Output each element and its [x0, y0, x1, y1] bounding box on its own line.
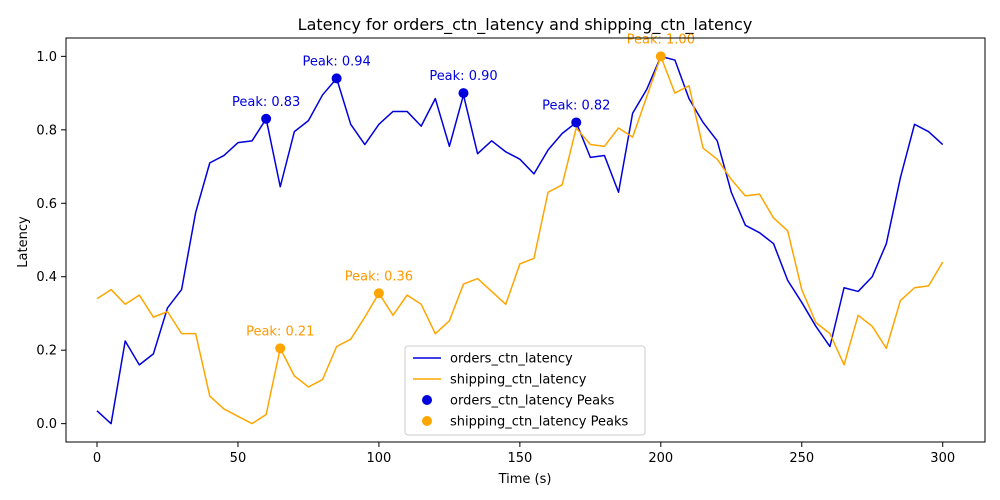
x-tick-label-1: 50	[230, 451, 247, 466]
y-tick-label-0: 0.0	[36, 417, 57, 432]
y-tick-label-2: 0.4	[36, 270, 57, 285]
y-tick-label-3: 0.6	[36, 197, 57, 212]
series-line-orders_ctn_latency	[96, 55, 944, 425]
peak-marker-orders_ctn_latency-0	[261, 113, 272, 124]
peak-label-orders_ctn_latency-0: Peak: 0.83	[232, 95, 300, 110]
legend-label-1: shipping_ctn_latency	[450, 373, 587, 388]
x-axis-label: Time (s)	[498, 472, 552, 487]
peak-label-orders_ctn_latency-2: Peak: 0.90	[429, 69, 497, 84]
x-tick-label-3: 150	[507, 451, 532, 466]
x-tick-label-2: 100	[366, 451, 391, 466]
peak-label-shipping_ctn_latency-1: Peak: 0.36	[345, 269, 413, 284]
legend-label-3: shipping_ctn_latency Peaks	[450, 415, 628, 430]
series-line-shipping_ctn_latency	[96, 55, 944, 425]
y-tick-label-4: 0.8	[36, 123, 57, 138]
x-tick-label-0: 0	[93, 451, 101, 466]
legend-box	[404, 345, 646, 436]
legend-swatch-3	[422, 416, 432, 426]
peak-marker-orders_ctn_latency-2	[458, 88, 469, 99]
y-axis-label: Latency	[16, 216, 31, 268]
plot-frame	[65, 37, 986, 443]
peak-marker-orders_ctn_latency-1	[331, 73, 342, 84]
peak-label-shipping_ctn_latency-0: Peak: 0.21	[246, 324, 314, 339]
peak-marker-shipping_ctn_latency-0	[275, 343, 286, 354]
peak-label-orders_ctn_latency-1: Peak: 0.94	[302, 54, 370, 69]
legend-label-0: orders_ctn_latency	[450, 352, 573, 367]
x-tick-label-6: 300	[930, 451, 955, 466]
peak-marker-shipping_ctn_latency-1	[373, 288, 384, 299]
chart-title: Latency for orders_ctn_latency and shipp…	[298, 15, 753, 35]
peak-label-orders_ctn_latency-3: Peak: 0.82	[542, 98, 610, 113]
y-tick-label-5: 1.0	[36, 50, 57, 65]
peak-marker-orders_ctn_latency-3	[571, 117, 582, 128]
x-tick-label-4: 200	[648, 451, 673, 466]
plot-area: Peak: 0.83 Peak: 0.94 Peak: 0.90 Peak: 0.82…	[36, 32, 986, 466]
legend-label-2: orders_ctn_latency Peaks	[450, 394, 615, 409]
x-tick-label-5: 250	[789, 451, 814, 466]
legend-swatch-2	[422, 395, 432, 405]
legend: orders_ctn_latency shipping_ctn_latencyor…	[404, 345, 646, 436]
peak-label-shipping_ctn_latency-2: Peak: 1.00	[627, 32, 695, 47]
y-tick-label-1: 0.2	[36, 344, 57, 359]
peak-marker-shipping_ctn_latency-2	[655, 51, 666, 62]
